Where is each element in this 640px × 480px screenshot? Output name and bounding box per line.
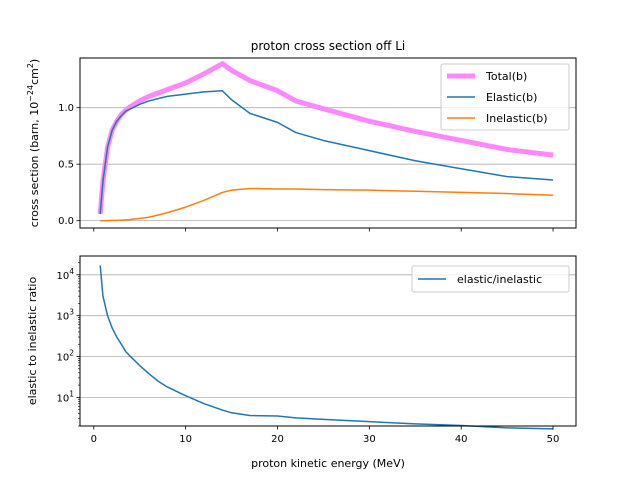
bottom-y-ticks: 101 102 103 104 <box>56 262 80 427</box>
bottom-legend: elastic/inelastic <box>411 265 570 293</box>
legend-label-total: Total(b) <box>485 70 527 83</box>
bottom-series-lines <box>99 265 554 430</box>
top-x-ticks <box>93 228 554 232</box>
bottom-x-tick-label: 10 <box>179 434 192 445</box>
legend-label-elastic: Elastic(b) <box>486 91 537 104</box>
x-axis-label: proton kinetic energy (MeV) <box>251 457 405 470</box>
bottom-x-tick-label: 50 <box>547 434 560 445</box>
bottom-y-tick-label: 101 <box>56 389 74 404</box>
top-y-ticks: 0.0 0.5 1.0 <box>58 103 80 227</box>
bottom-x-tick-label: 0 <box>91 434 97 445</box>
bottom-axes-frame <box>79 255 577 427</box>
top-axes-frame <box>79 57 577 229</box>
top-legend-box <box>440 63 570 131</box>
legend-label-ratio: elastic/inelastic <box>457 273 542 286</box>
bottom-x-tick-label: 40 <box>455 434 468 445</box>
top-y-axis-label: cross section (barn, 10−24cm2) <box>26 59 41 227</box>
top-series-lines <box>97 61 554 222</box>
legend-label-inelastic: Inelastic(b) <box>486 112 548 125</box>
ratio-panel: 0 10 20 30 40 50 101 102 103 104 proton kinetic … <box>26 255 577 470</box>
bottom-y-tick-label: 103 <box>56 308 74 323</box>
bottom-y-tick-label: 102 <box>56 349 74 364</box>
top-legend: Total(b) Elastic(b) Inelastic(b) <box>440 63 570 131</box>
cross-section-panel: proton cross section off Li 0.0 0.5 1.0 cr… <box>26 39 577 232</box>
series-line-elastic-inelastic <box>99 265 554 430</box>
series-line-inelastic-b <box>100 187 554 222</box>
bottom-y-axis-label: elastic to inelastic ratio <box>26 277 39 406</box>
bottom-x-tick-label: 20 <box>271 434 284 445</box>
series-line-elastic-b <box>99 90 554 214</box>
top-y-tick-label: 0.5 <box>58 160 74 171</box>
top-y-tick-label: 1.0 <box>58 103 74 114</box>
bottom-x-tick-label: 30 <box>363 434 376 445</box>
bottom-legend-box <box>411 265 570 293</box>
bottom-x-ticks: 0 10 20 30 40 50 <box>91 426 560 445</box>
top-chart-title: proton cross section off Li <box>251 39 406 53</box>
bottom-y-tick-label: 104 <box>56 267 74 282</box>
top-y-tick-label: 0.0 <box>58 216 74 227</box>
